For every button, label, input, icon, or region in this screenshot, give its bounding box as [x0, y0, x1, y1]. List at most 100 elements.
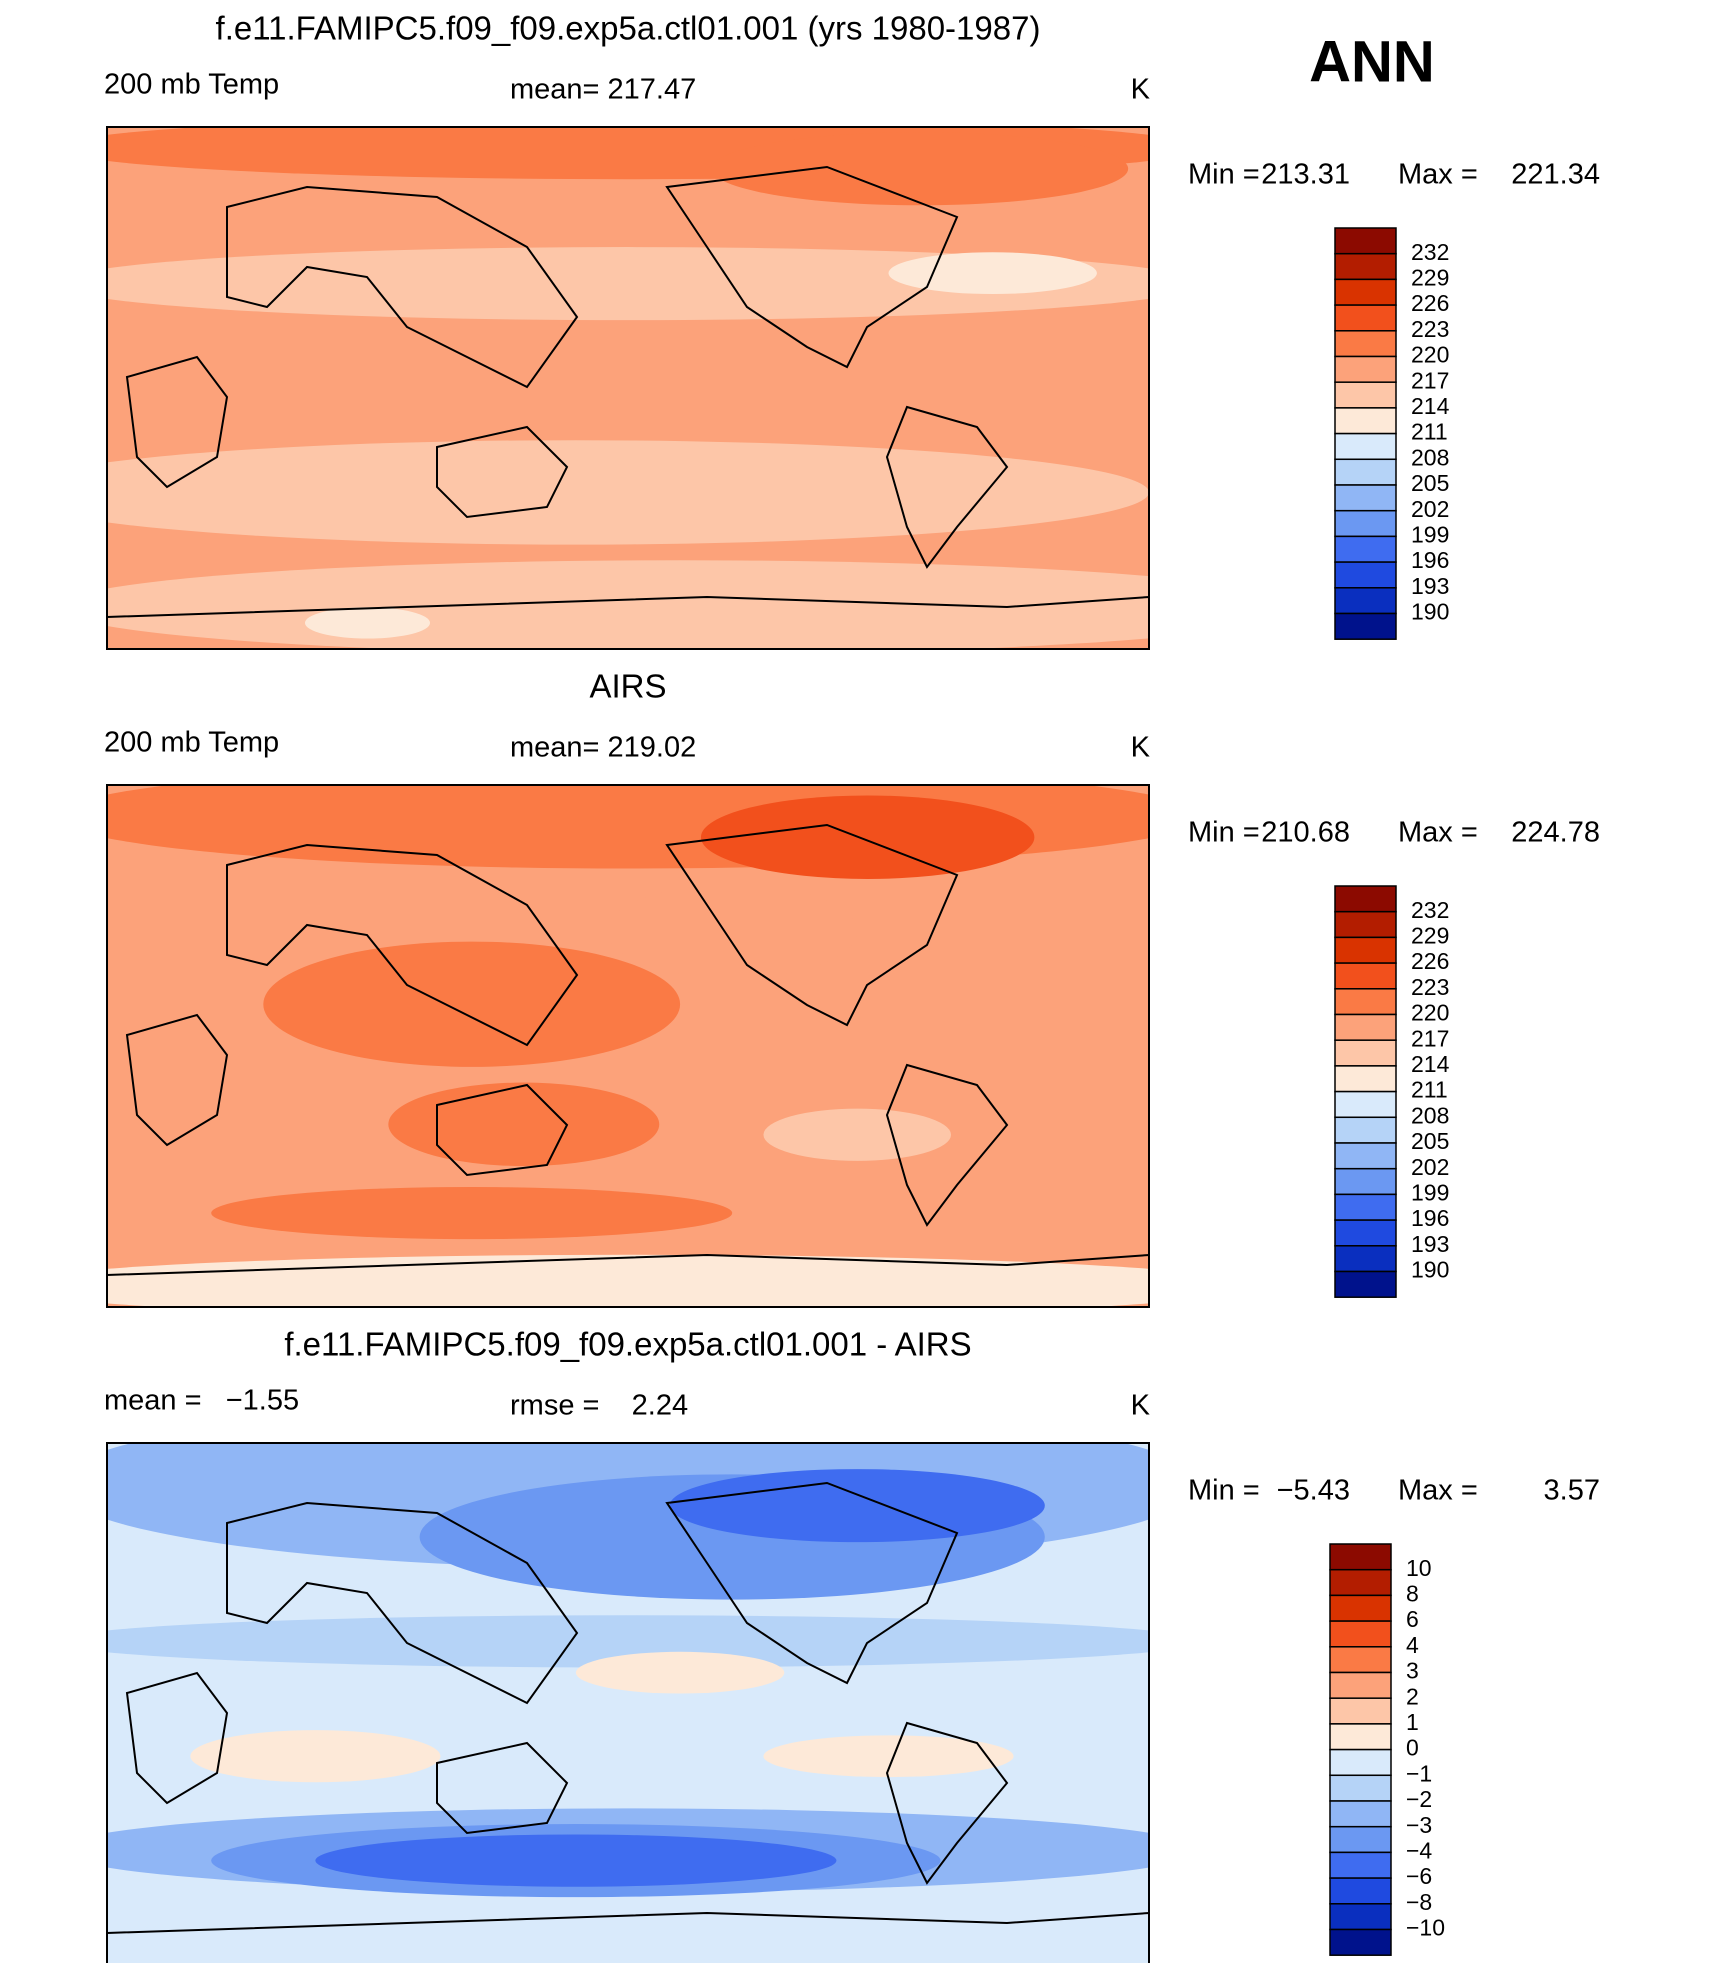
- colorbar-label: 193: [1411, 573, 1449, 599]
- colorbar-box: [1334, 936, 1397, 964]
- colorbar-label: −4: [1406, 1837, 1432, 1863]
- colorbar-box: [1334, 1270, 1397, 1298]
- colorbar-box: [1334, 910, 1397, 939]
- max-label: Max =: [1398, 159, 1478, 191]
- min-label: Min =: [1188, 159, 1260, 191]
- colorbar-label: 193: [1411, 1231, 1449, 1257]
- colorbar-label: −8: [1406, 1889, 1432, 1915]
- colorbar-label: 3: [1406, 1658, 1419, 1684]
- colorbar-label: 217: [1411, 367, 1449, 393]
- colorbar-box: [1334, 1090, 1397, 1119]
- colorbar-label: 190: [1411, 599, 1449, 625]
- map-panel: f.e11.FAMIPC5.f09_f09.exp5a.ctl01.001 (y…: [104, 10, 1600, 650]
- colorbar-box: [1329, 1825, 1392, 1854]
- colorbar-box: [1334, 355, 1397, 383]
- colorbar-box: [1334, 252, 1397, 281]
- coastline: [665, 1481, 959, 1685]
- map-panel: f.e11.FAMIPC5.f09_f09.exp5a.ctl01.001 - …: [104, 1326, 1600, 1966]
- colorbar-box: [1329, 1697, 1392, 1725]
- colorbar-label: 6: [1406, 1606, 1419, 1632]
- map-frame: [106, 784, 1150, 1308]
- colorbar-label: 208: [1411, 1102, 1449, 1128]
- colorbar-label: 214: [1411, 393, 1450, 419]
- colorbar-box: [1329, 1851, 1392, 1879]
- map-panel: AIRS 200 mb Temp mean= 219.02 K Min = 210.68 M…: [104, 668, 1600, 1308]
- colorbar-box: [1334, 988, 1397, 1016]
- field-contour: [763, 1735, 1014, 1778]
- colorbar-box: [1329, 1903, 1392, 1931]
- colorbar-label: 217: [1411, 1025, 1449, 1051]
- map-field: [107, 785, 1149, 1307]
- colorbar-box: [1334, 458, 1397, 486]
- max-value: 224.78: [1511, 817, 1600, 849]
- colorbar-label: 220: [1411, 1000, 1449, 1026]
- colorbar-box: [1334, 885, 1397, 913]
- colorbar-label: −6: [1406, 1863, 1432, 1889]
- colorbar-box: [1334, 1142, 1397, 1170]
- colorbar-box: [1329, 1877, 1392, 1905]
- colorbar-box: [1334, 278, 1397, 306]
- colorbar-label: 199: [1411, 1179, 1449, 1205]
- field-contour: [211, 1186, 733, 1240]
- units-label: K: [1131, 732, 1151, 764]
- colorbar-box: [1334, 561, 1397, 589]
- colorbar-label: 214: [1411, 1051, 1450, 1077]
- colorbar-label: 211: [1411, 419, 1448, 445]
- coastline: [226, 1501, 579, 1705]
- season-label: ANN: [1309, 29, 1435, 94]
- colorbar-label: 211: [1411, 1077, 1448, 1103]
- coastline: [665, 823, 959, 1027]
- min-value: −5.43: [1277, 1475, 1350, 1507]
- field-contour: [190, 1730, 441, 1783]
- colorbar-box: [1334, 432, 1397, 461]
- colorbar-label: 226: [1411, 948, 1449, 974]
- min-label: Min =: [1188, 817, 1260, 849]
- colorbar-box: [1334, 227, 1397, 255]
- colorbar-label: −1: [1406, 1760, 1432, 1786]
- colorbar-label: 229: [1411, 922, 1449, 948]
- colorbar-box: [1334, 1245, 1397, 1273]
- colorbar-box: [1329, 1594, 1392, 1622]
- colorbar-box: [1334, 1116, 1397, 1144]
- colorbar-label: 199: [1411, 521, 1449, 547]
- field-contour: [669, 1469, 1045, 1543]
- field-contour: [107, 785, 1149, 869]
- map-frame: [106, 126, 1150, 650]
- colorbar-box: [1329, 1620, 1392, 1648]
- colorbar-label: 226: [1411, 290, 1449, 316]
- colorbar-box: [1329, 1928, 1392, 1956]
- coastline: [107, 595, 1149, 649]
- colorbar-label: 202: [1411, 496, 1449, 522]
- coastline: [665, 165, 959, 369]
- field-contour: [107, 440, 1149, 545]
- coastline: [885, 1063, 1009, 1227]
- left-label: 200 mb Temp: [104, 727, 279, 759]
- colorbar-box: [1329, 1671, 1392, 1699]
- units-label: K: [1131, 1390, 1151, 1422]
- field-contour: [107, 1254, 1149, 1307]
- field-contour: [107, 560, 1149, 649]
- field-contour: [107, 1918, 1149, 1965]
- colorbar-box: [1334, 381, 1397, 409]
- colorbar-box: [1334, 612, 1397, 640]
- left-label: mean = −1.55: [104, 1385, 299, 1417]
- colorbar-label: 223: [1411, 316, 1449, 342]
- colorbar-label: 190: [1411, 1257, 1449, 1283]
- colorbar-label: 8: [1406, 1580, 1419, 1606]
- max-value: 221.34: [1511, 159, 1600, 191]
- colorbar-label: 0: [1406, 1735, 1419, 1761]
- panel-title: AIRS: [589, 668, 666, 705]
- colorbar-box: [1329, 1800, 1392, 1828]
- units-label: K: [1131, 74, 1151, 106]
- colorbar-box: [1334, 407, 1397, 435]
- max-label: Max =: [1398, 1475, 1478, 1507]
- coastline: [885, 1721, 1009, 1885]
- colorbar-box: [1334, 304, 1397, 332]
- panel-title: f.e11.FAMIPC5.f09_f09.exp5a.ctl01.001 - …: [284, 1326, 971, 1363]
- field-contour: [763, 1108, 952, 1161]
- colorbar-label: 223: [1411, 974, 1449, 1000]
- min-value: 213.31: [1261, 159, 1350, 191]
- colorbar-label: 1: [1406, 1709, 1419, 1735]
- coastline: [436, 1083, 569, 1177]
- colorbar-label: 205: [1411, 1128, 1449, 1154]
